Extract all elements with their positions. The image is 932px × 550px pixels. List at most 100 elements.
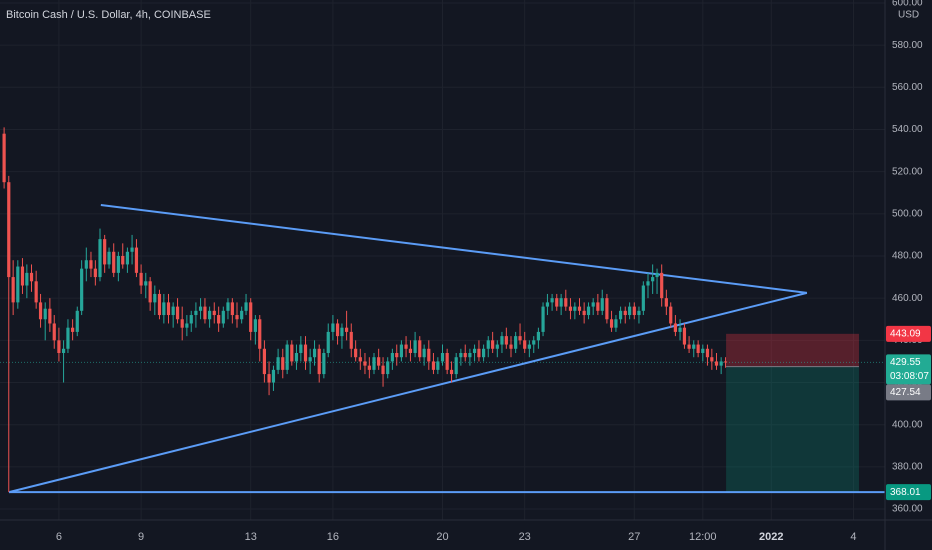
candle-body xyxy=(618,310,623,320)
candle-body xyxy=(523,340,527,349)
candle-body xyxy=(582,310,586,316)
candle-body xyxy=(121,255,125,265)
candle-body xyxy=(93,268,97,278)
candle-body xyxy=(203,306,207,320)
candle-body xyxy=(71,327,75,332)
x-tick-label: 2022 xyxy=(759,531,783,543)
candle-body xyxy=(189,315,193,324)
candle-body xyxy=(349,331,353,349)
candle-body xyxy=(514,336,518,349)
candles xyxy=(2,127,728,493)
candle-body xyxy=(281,357,285,370)
y-tick-label: 500.00 xyxy=(892,208,923,219)
candle-body xyxy=(139,272,143,286)
candle-body xyxy=(363,361,367,366)
candle-body xyxy=(440,352,445,362)
y-tick-label: 560.00 xyxy=(892,82,923,93)
candle-body xyxy=(408,348,413,353)
y-tick-label: 480.00 xyxy=(892,251,923,262)
x-tick-label: 9 xyxy=(138,531,144,543)
candle-body xyxy=(591,302,595,307)
candle-body xyxy=(134,247,139,273)
candle-body xyxy=(358,357,362,362)
candle-body xyxy=(258,319,262,349)
candle-body xyxy=(468,352,472,358)
grid xyxy=(0,0,885,520)
y-tick-label: 520.00 xyxy=(892,166,923,177)
candle-body xyxy=(89,260,93,269)
chart-title: Bitcoin Cash / U.S. Dollar, 4h, COINBASE xyxy=(6,9,211,21)
candle-body xyxy=(477,348,481,358)
candle-body xyxy=(545,302,550,307)
candle-body xyxy=(335,323,340,337)
candle-body xyxy=(705,348,710,358)
candle-body xyxy=(696,344,700,353)
y-tick-label: 400.00 xyxy=(892,419,923,430)
candle-body xyxy=(623,310,627,316)
candle-body xyxy=(29,272,34,282)
candle-body xyxy=(614,319,618,328)
candle-body xyxy=(25,272,29,286)
candle-body xyxy=(112,251,116,273)
candle-body xyxy=(682,327,687,345)
candle-body xyxy=(687,344,691,349)
x-tick-label: 6 xyxy=(56,531,62,543)
candle-body xyxy=(381,365,385,375)
candle-body xyxy=(454,357,458,375)
candle-body xyxy=(198,306,203,311)
candle-body xyxy=(495,344,499,349)
candle-body xyxy=(16,266,20,303)
candle-body xyxy=(217,315,221,324)
candle-body xyxy=(367,365,371,370)
candle-body xyxy=(153,293,157,303)
candle-body xyxy=(38,302,43,320)
candle-body xyxy=(285,344,289,370)
stop-label-bg xyxy=(886,325,931,342)
candle-body xyxy=(253,319,257,332)
y-tick-label: 600.00 xyxy=(892,0,923,9)
ray-label-bg xyxy=(886,484,931,501)
candle-body xyxy=(377,357,381,366)
candle-body xyxy=(345,327,349,332)
candle-body xyxy=(573,306,577,311)
candle-body xyxy=(491,340,495,349)
candle-body xyxy=(57,340,61,353)
candle-body xyxy=(628,306,632,316)
y-tick-label: 380.00 xyxy=(892,462,923,473)
candle-body xyxy=(80,268,84,311)
candle-body xyxy=(271,369,276,383)
candle-body xyxy=(568,306,573,311)
candle-body xyxy=(98,239,102,278)
candle-body xyxy=(235,315,239,320)
currency: USD xyxy=(898,10,919,21)
candle-body xyxy=(399,344,404,358)
target-zone xyxy=(726,366,859,493)
candle-body xyxy=(481,348,486,358)
entry-label: 427.54 xyxy=(890,387,921,398)
candle-body xyxy=(157,293,162,316)
candle-body xyxy=(312,348,317,358)
candle-body xyxy=(651,277,655,282)
candle-body xyxy=(449,369,454,375)
candle-body xyxy=(555,298,559,307)
x-tick-label: 20 xyxy=(436,531,448,543)
candle-body xyxy=(326,331,330,353)
candle-body xyxy=(175,306,180,320)
candle-body xyxy=(308,357,312,362)
x-tick-label: 13 xyxy=(245,531,257,543)
candle-body xyxy=(354,348,358,358)
candle-body xyxy=(180,319,184,328)
candle-body xyxy=(605,298,609,320)
candle-body xyxy=(52,323,56,341)
candle-body xyxy=(404,344,408,349)
candle-body xyxy=(527,344,531,349)
candle-body xyxy=(230,302,234,316)
candle-body xyxy=(641,285,645,311)
candle-body xyxy=(427,348,431,362)
candle-body xyxy=(194,310,198,316)
candle-body xyxy=(719,361,723,366)
candle-body xyxy=(166,302,171,316)
candle-body xyxy=(518,336,522,341)
